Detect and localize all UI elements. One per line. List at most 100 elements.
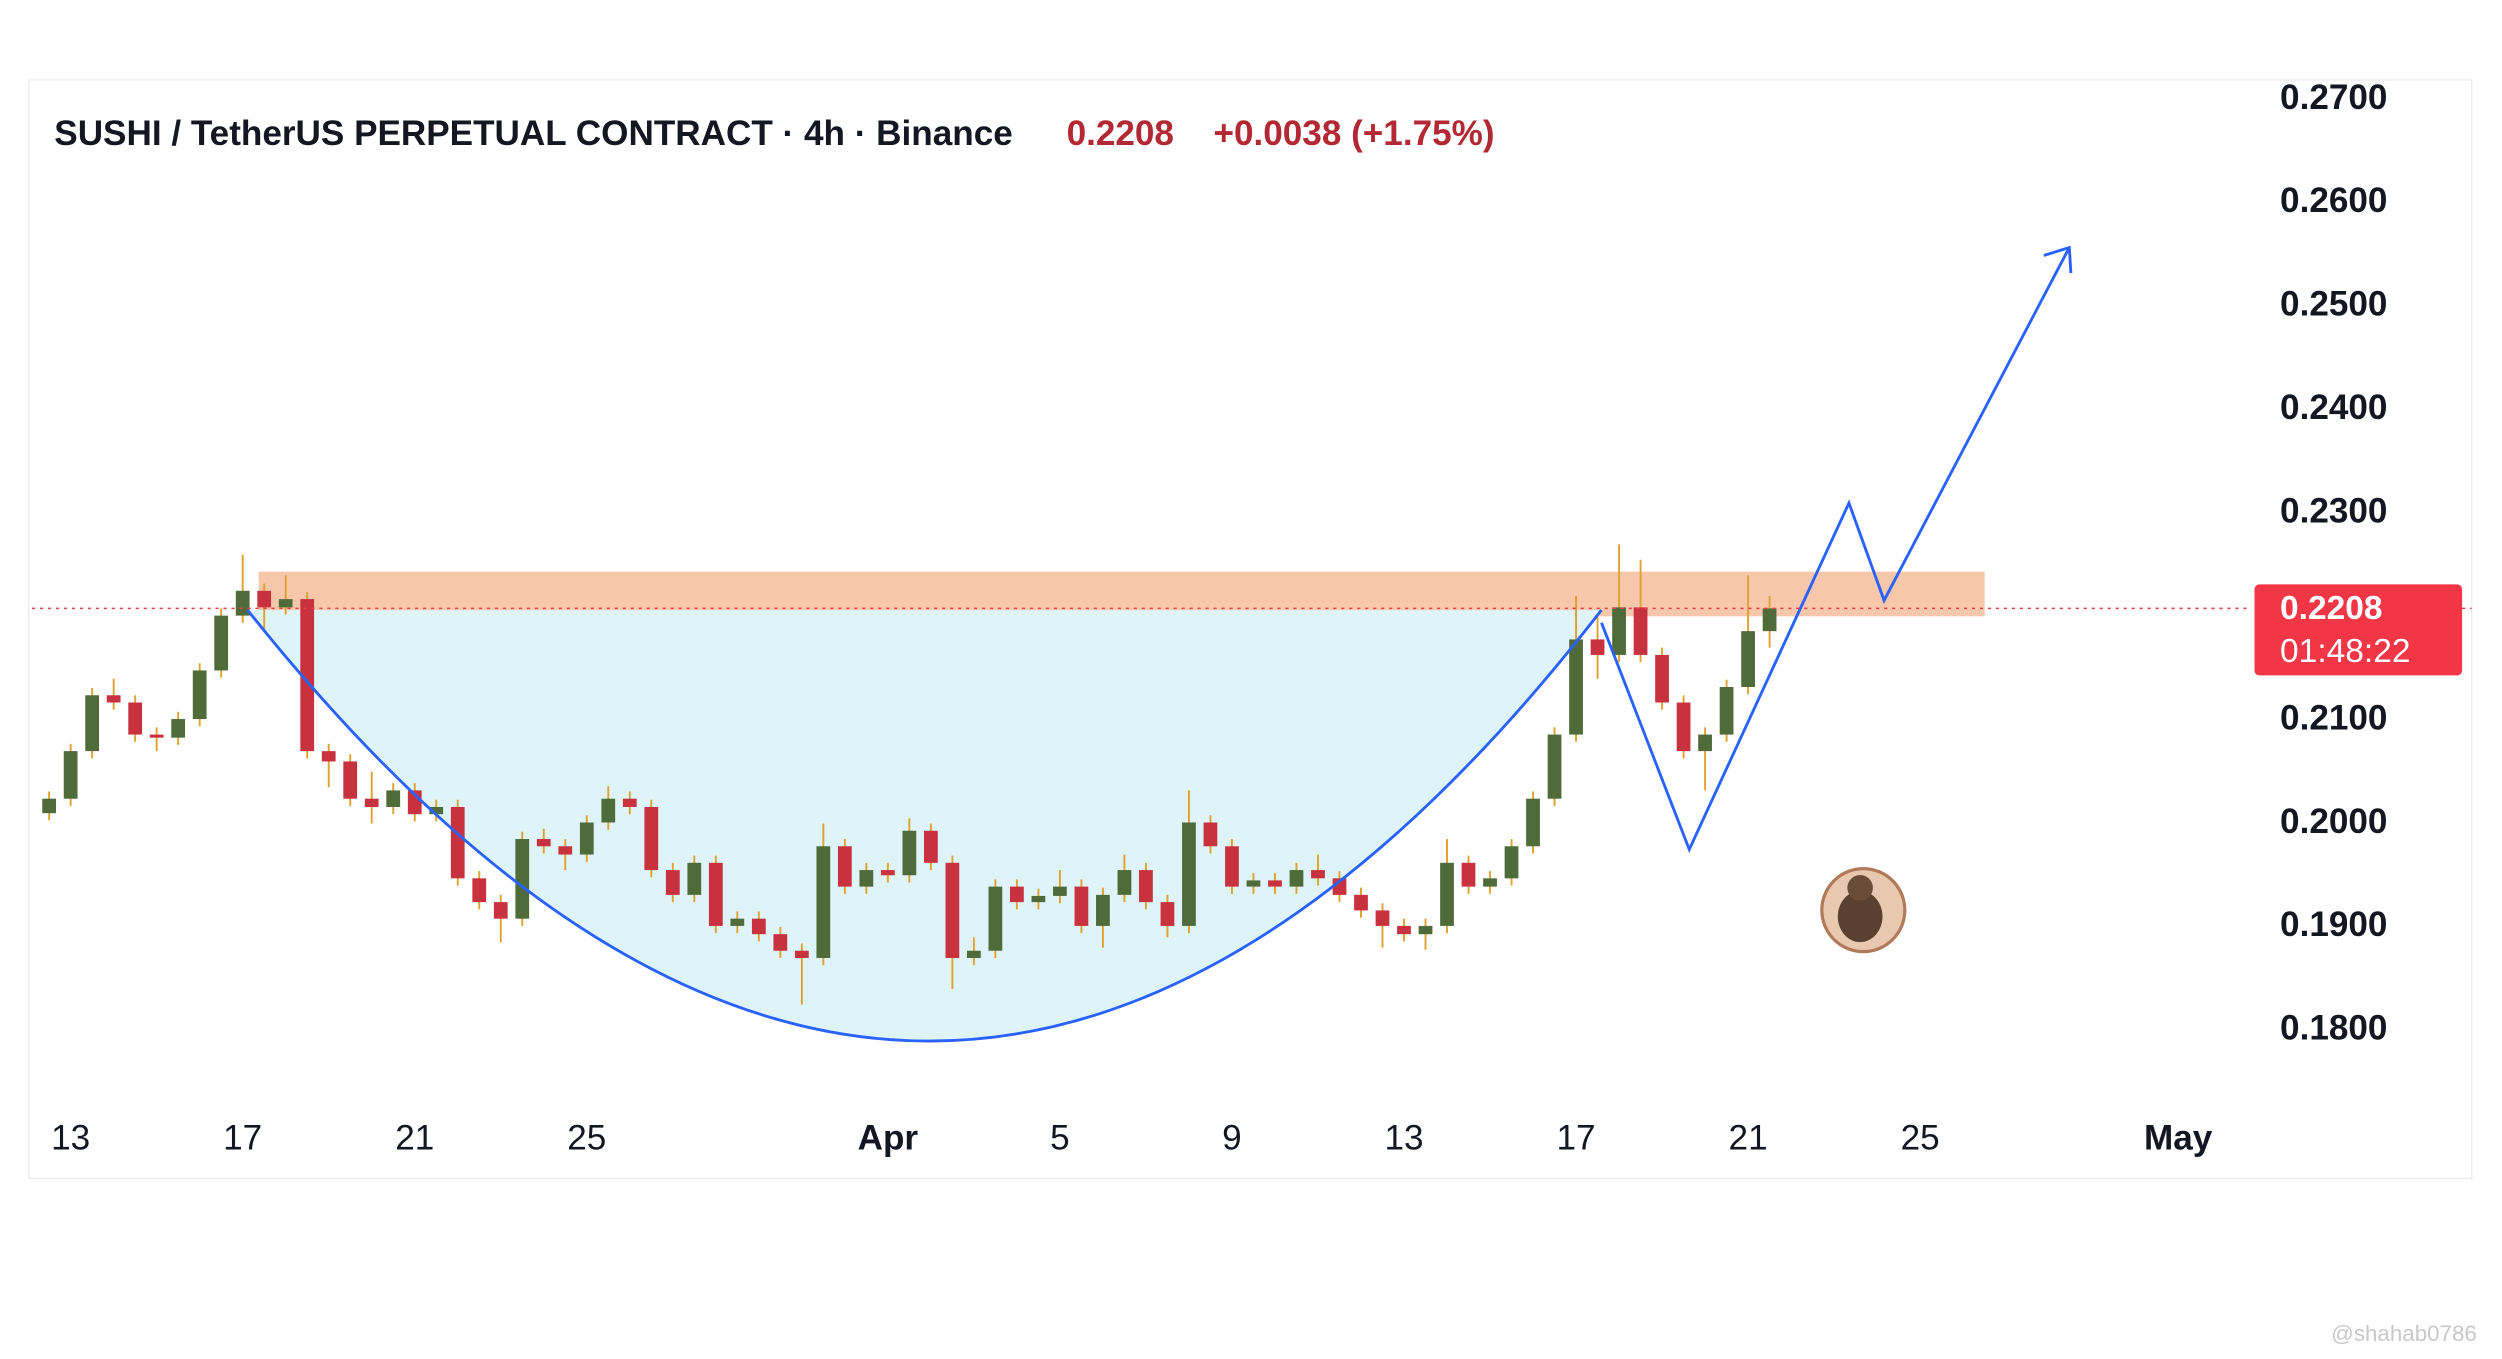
- resistance-zone: [258, 571, 1985, 617]
- candle-body: [364, 798, 379, 807]
- projection-arrowhead: [2043, 245, 2073, 274]
- candle-body: [988, 886, 1003, 951]
- x-tick-label: 9: [1222, 1118, 1242, 1157]
- candle-body: [1676, 702, 1691, 752]
- x-tick-label: May: [2144, 1118, 2213, 1157]
- x-tick-label: 17: [1557, 1118, 1596, 1157]
- candle-body: [257, 590, 272, 608]
- candle-body: [128, 702, 143, 735]
- price-axis-label: 0.2208: [2280, 590, 2383, 627]
- candle-body: [730, 918, 745, 926]
- cup-curve: [246, 609, 1603, 1043]
- y-tick-label: 0.2400: [2280, 388, 2387, 427]
- candle-body: [1612, 607, 1626, 655]
- candle-body: [794, 950, 809, 958]
- candle-body: [1418, 925, 1433, 935]
- candle-body: [1354, 894, 1368, 911]
- candle-body: [386, 790, 401, 807]
- candle-body: [1719, 686, 1734, 735]
- candle-body: [235, 590, 250, 616]
- price-label-box: [2254, 584, 2463, 676]
- candle-body: [816, 846, 831, 958]
- y-tick-label: 0.1800: [2280, 1009, 2387, 1048]
- candle-body: [1311, 870, 1325, 879]
- x-tick-label: Apr: [858, 1118, 919, 1157]
- candle-body: [601, 798, 616, 823]
- candle-body: [321, 751, 336, 762]
- candle-body: [450, 806, 465, 879]
- candle-body: [278, 599, 293, 608]
- candle-body: [343, 761, 358, 799]
- candle-body: [1010, 886, 1024, 903]
- candle-body: [536, 839, 551, 847]
- candle-body: [1268, 880, 1282, 887]
- candle-body: [859, 870, 874, 887]
- candle-body: [1139, 870, 1153, 903]
- chart-title: SUSHI / TetherUS PERPETUAL CONTRACT · 4h…: [54, 114, 1012, 153]
- candle-body: [1504, 846, 1519, 879]
- candle-body: [192, 670, 207, 720]
- candle-body: [773, 934, 788, 951]
- candle-body: [1375, 910, 1390, 926]
- candle-body: [1698, 734, 1712, 752]
- candle-body: [171, 719, 186, 738]
- x-tick-label: 21: [1729, 1118, 1768, 1157]
- candle-body: [1483, 878, 1497, 887]
- title-price: 0.2208: [1067, 114, 1174, 153]
- candle-body: [149, 734, 164, 738]
- y-tick-label: 0.2000: [2280, 802, 2387, 841]
- candle-body: [1225, 846, 1239, 887]
- candle-body: [1461, 862, 1476, 887]
- candle-body: [751, 918, 766, 935]
- candle-body: [708, 862, 723, 926]
- avatar-icon: [1820, 867, 1907, 954]
- x-tick-label: 13: [1384, 1118, 1423, 1157]
- candle-body: [1762, 608, 1777, 632]
- y-tick-label: 0.2500: [2280, 285, 2387, 324]
- candle-body: [644, 806, 659, 871]
- candle-body: [63, 751, 78, 799]
- y-tick-label: 0.2700: [2280, 78, 2387, 117]
- title-backdrop: [31, 105, 1549, 167]
- candle-body: [42, 798, 57, 814]
- x-tick-label: 17: [223, 1118, 262, 1157]
- x-tick-label: 5: [1050, 1118, 1070, 1157]
- candle-body: [106, 695, 121, 703]
- candle-body: [472, 878, 487, 903]
- candle-body: [1289, 870, 1304, 887]
- candle-body: [665, 870, 680, 895]
- candle-body: [214, 615, 229, 671]
- candle-body: [837, 846, 852, 887]
- x-tick-label: 25: [567, 1118, 606, 1157]
- y-tick-label: 0.2600: [2280, 181, 2387, 220]
- candle-body: [1526, 798, 1540, 847]
- candle-body: [902, 830, 917, 876]
- candle-body: [1203, 822, 1218, 847]
- x-tick-label: 25: [1901, 1118, 1940, 1157]
- candle-body: [1031, 895, 1046, 903]
- candle-body: [515, 839, 530, 919]
- candle-body: [1117, 870, 1132, 895]
- candle-body: [1053, 886, 1067, 896]
- x-tick-label: 13: [51, 1118, 90, 1157]
- candle-body: [1096, 894, 1110, 926]
- candle-body: [1741, 631, 1755, 687]
- candle-body: [923, 830, 938, 863]
- candle-body: [622, 798, 637, 807]
- y-tick-label: 0.2300: [2280, 492, 2387, 531]
- candle-body: [493, 902, 508, 919]
- candle-body: [1569, 639, 1583, 735]
- candle-body: [1246, 880, 1261, 887]
- candle-body: [579, 822, 594, 855]
- x-tick-label: 21: [395, 1118, 434, 1157]
- y-tick-label: 0.2100: [2280, 698, 2387, 737]
- candle-body: [1440, 862, 1454, 926]
- cup-fill: [247, 609, 1602, 1042]
- candle-body: [1182, 822, 1196, 926]
- candle-body: [1397, 925, 1411, 935]
- candle-body: [1160, 902, 1175, 926]
- candles: [42, 544, 1777, 1005]
- candle-body: [1633, 607, 1648, 655]
- candle-body: [558, 846, 573, 855]
